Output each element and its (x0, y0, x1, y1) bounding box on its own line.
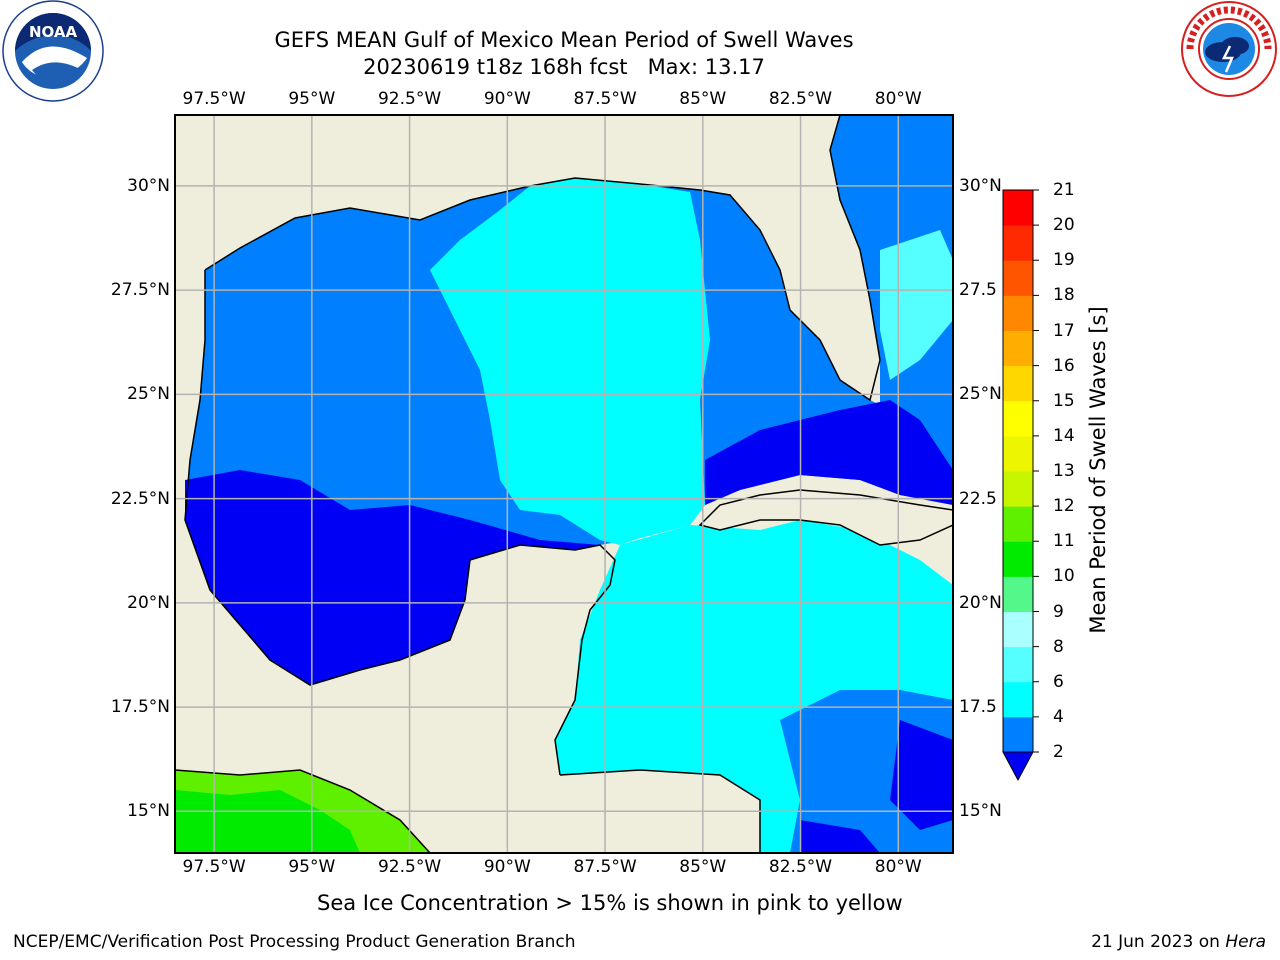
lat-tick-label-left: 30°N (127, 175, 170, 196)
lon-tick-label-bottom: 85°W (679, 857, 727, 877)
colorbar-tick-label: 12 (1053, 496, 1075, 517)
colorbar-segment (1003, 190, 1033, 226)
lat-tick-label-left: 22.5°N (110, 488, 170, 509)
lat-tick-label-right: 20°N (959, 592, 1002, 613)
colorbar-segment (1003, 295, 1033, 331)
cuba-land (698, 489, 953, 546)
lon-tick-label-bottom: 90°W (483, 857, 531, 877)
colorbar-tick-label: 4 (1053, 706, 1064, 727)
colorbar-tick-label: 8 (1053, 636, 1064, 657)
colorbar-tick-label: 14 (1053, 425, 1075, 446)
lon-tick-label-top: 85°W (679, 89, 727, 109)
sea-ice-note: Sea Ice Concentration > 15% is shown in … (317, 891, 903, 915)
caribbean-deep (800, 720, 953, 853)
credit-text: NCEP/EMC/Verification Post Processing Pr… (13, 932, 576, 952)
colorbar-segment (1003, 681, 1033, 718)
host-name: Hera (1225, 932, 1266, 952)
lat-tick-label-left: 17.5°N (110, 697, 170, 718)
colorbar-tick-label: 19 (1053, 250, 1075, 271)
lat-tick-label-right: 17.5 (959, 697, 997, 718)
lat-tick-label-right: 27.5 (959, 280, 997, 301)
gulf-central-cyan (430, 178, 710, 545)
gulf-west-deep (185, 470, 600, 685)
colorbar-segment (1003, 330, 1033, 367)
colorbar-tick-label: 16 (1053, 355, 1075, 376)
colorbar-segment (1003, 646, 1033, 683)
nws-logo (1181, 1, 1277, 97)
colorbar-label: Mean Period of Swell Waves [s] (1086, 306, 1110, 634)
colorbar-tick-label: 10 (1053, 566, 1075, 587)
lon-tick-label-top: 80°W (874, 89, 922, 109)
colorbar-tick-label: 20 (1053, 215, 1075, 236)
colorbar-segment (1003, 471, 1033, 507)
colorbar-segment (1003, 576, 1033, 612)
colorbar-segment (1003, 260, 1033, 296)
colorbar-segment (1003, 611, 1033, 648)
pacific-green (175, 790, 360, 853)
colorbar-extend-triangle (1002, 751, 1034, 782)
lon-tick-label-bottom: 97.5°W (182, 857, 246, 877)
colorbar-segment (1003, 225, 1033, 261)
lon-tick-label-bottom: 95°W (288, 857, 336, 877)
lon-tick-label-top: 87.5°W (573, 89, 637, 109)
colorbar-segment (1003, 365, 1033, 402)
lat-tick-label-left: 15°N (127, 801, 170, 822)
colorbar-tick-label: 9 (1053, 601, 1064, 622)
colorbar-tick-label: 13 (1053, 461, 1075, 481)
colorbar-tick-label: 11 (1053, 531, 1075, 552)
lon-tick-label-top: 92.5°W (377, 89, 442, 109)
colorbar-segment (1003, 716, 1033, 753)
lat-tick-label-left: 27.5°N (110, 280, 170, 301)
colorbar-tick-label: 15 (1053, 390, 1075, 411)
lat-tick-label-left: 20°N (127, 592, 170, 613)
noaa-logo: NOAA (2, 0, 104, 102)
lon-tick-label-top: 90°W (483, 89, 531, 109)
chart-title: GEFS MEAN Gulf of Mexico Mean Period of … (274, 28, 854, 52)
lat-tick-label-right: 30°N (959, 175, 1002, 196)
yucatan-coast (469, 544, 616, 776)
map-gridlines (175, 115, 953, 853)
chart-subtitle: 20230619 t18z 168h fcst Max: 13.17 (363, 55, 765, 79)
lat-tick-label-right: 15°N (959, 801, 1002, 822)
lon-tick-label-bottom: 92.5°W (377, 857, 442, 877)
lon-tick-label-bottom: 87.5°W (573, 857, 637, 877)
colorbar-tick-label: 21 (1053, 180, 1075, 200)
lon-tick-label-top: 82.5°W (768, 89, 833, 109)
lat-tick-label-right: 25°N (959, 384, 1002, 405)
colorbar (1002, 189, 1039, 782)
colorbar-segment (1003, 506, 1033, 542)
colorbar-segment (1003, 435, 1033, 472)
svg-text:NOAA: NOAA (29, 23, 78, 41)
mexico-coast (184, 270, 471, 686)
central-america-coast (559, 769, 761, 853)
lon-tick-label-bottom: 80°W (874, 857, 922, 877)
date-label: 21 Jun 2023 on (1091, 932, 1226, 952)
lat-tick-label-right: 22.5 (959, 488, 997, 509)
gulf-coast (204, 115, 881, 402)
lon-tick-label-top: 95°W (288, 89, 336, 109)
colorbar-tick-label: 18 (1053, 285, 1075, 306)
lon-tick-label-top: 97.5°W (182, 89, 246, 109)
colorbar-segment (1003, 541, 1033, 577)
colorbar-tick-label: 17 (1053, 320, 1075, 341)
colorbar-tick-label: 6 (1053, 671, 1064, 692)
lat-tick-label-left: 25°N (127, 384, 170, 405)
map-frame (174, 114, 954, 854)
lon-tick-label-bottom: 82.5°W (768, 857, 833, 877)
colorbar-tick-label: 2 (1053, 742, 1064, 762)
date-text: 21 Jun 2023 on Hera (1091, 932, 1266, 952)
colorbar-segment (1003, 400, 1033, 437)
straits-deep (705, 400, 953, 505)
pacific-coast (175, 769, 431, 853)
